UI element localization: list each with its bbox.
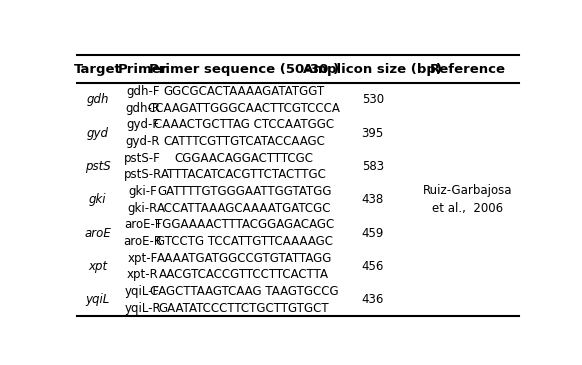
Text: GGCGCACTAAAAGATATGGT: GGCGCACTAAAAGATATGGT xyxy=(164,85,325,98)
Text: 436: 436 xyxy=(361,293,384,306)
Text: GATTTTGTGGGAATTGGTATGG: GATTTTGTGGGAATTGGTATGG xyxy=(157,185,331,198)
Text: aroE: aroE xyxy=(84,227,111,239)
Text: pstS-F: pstS-F xyxy=(125,151,161,165)
Text: gyd-R: gyd-R xyxy=(125,135,160,148)
Text: 583: 583 xyxy=(361,160,384,173)
Text: Reference: Reference xyxy=(430,62,505,76)
Text: Amplicon size (bp): Amplicon size (bp) xyxy=(303,62,442,76)
Text: xpt: xpt xyxy=(88,260,107,273)
Text: CGGAACAGGACTTTCGC: CGGAACAGGACTTTCGC xyxy=(175,151,314,165)
Text: gyd: gyd xyxy=(87,127,109,140)
Text: TGGAAAACTTTACGGAGACAGC: TGGAAAACTTTACGGAGACAGC xyxy=(155,218,333,231)
Text: gyd-F: gyd-F xyxy=(126,118,159,131)
Text: Primer: Primer xyxy=(118,62,168,76)
Text: gki-F: gki-F xyxy=(128,185,157,198)
Text: 395: 395 xyxy=(361,127,384,140)
Text: CATTTCGTTGTCATACCAAGC: CATTTCGTTGTCATACCAAGC xyxy=(163,135,325,148)
Text: xpt-F: xpt-F xyxy=(127,251,158,265)
Text: ACCATTAAAGCAAAATGATCGC: ACCATTAAAGCAAAATGATCGC xyxy=(157,201,331,215)
Text: AACGTCACCGTTCCTTCACTTA: AACGTCACCGTTCCTTCACTTA xyxy=(159,268,329,281)
Text: Target: Target xyxy=(74,62,122,76)
Text: CCAAGATTGGGCAACTTCGTCCCA: CCAAGATTGGGCAACTTCGTCCCA xyxy=(148,101,340,115)
Text: Primer sequence (50-30 ): Primer sequence (50-30 ) xyxy=(149,62,339,76)
Text: CAGCTTAAGTCAAG TAAGTGCCG: CAGCTTAAGTCAAG TAAGTGCCG xyxy=(150,285,339,298)
Text: aroE-R: aroE-R xyxy=(123,235,162,248)
Text: gdh-R: gdh-R xyxy=(125,101,160,115)
Text: pstS-R: pstS-R xyxy=(123,168,162,181)
Text: CAAACTGCTTAG CTCCAATGGC: CAAACTGCTTAG CTCCAATGGC xyxy=(154,118,334,131)
Text: yqiL-F: yqiL-F xyxy=(125,285,160,298)
Text: 530: 530 xyxy=(361,93,384,106)
Text: AAAATGATGGCCGTGTATTAGG: AAAATGATGGCCGTGTATTAGG xyxy=(157,251,332,265)
Text: xpt-R: xpt-R xyxy=(127,268,158,281)
Text: 456: 456 xyxy=(361,260,384,273)
Text: gki: gki xyxy=(89,193,107,206)
Text: GAATATCCCTTCTGCTTGTGCT: GAATATCCCTTCTGCTTGTGCT xyxy=(159,301,329,315)
Text: yqiL: yqiL xyxy=(86,293,109,306)
Text: gdh: gdh xyxy=(86,93,109,106)
Text: pstS: pstS xyxy=(85,160,111,173)
Text: yqiL-R: yqiL-R xyxy=(125,301,161,315)
Text: GTCCTG TCCATTGTTCAAAAGC: GTCCTG TCCATTGTTCAAAAGC xyxy=(155,235,333,248)
Text: 459: 459 xyxy=(361,227,384,239)
Text: aroE-F: aroE-F xyxy=(124,218,161,231)
Text: gki-R: gki-R xyxy=(127,201,158,215)
Text: Ruiz-Garbajosa
et al.,  2006: Ruiz-Garbajosa et al., 2006 xyxy=(423,184,512,215)
Text: ATTTACATCACGTTCTACTTGC: ATTTACATCACGTTCTACTTGC xyxy=(161,168,327,181)
Text: 438: 438 xyxy=(361,193,384,206)
Text: gdh-F: gdh-F xyxy=(126,85,159,98)
